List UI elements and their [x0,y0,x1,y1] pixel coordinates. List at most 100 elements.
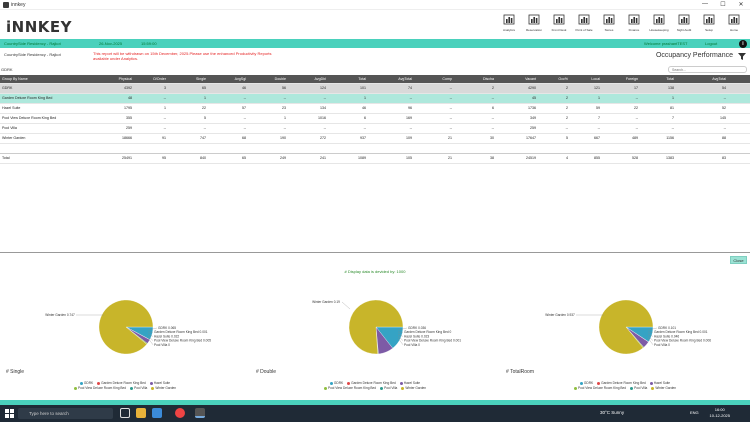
system-clock[interactable]: 16:00 10-12-2025 [710,407,730,419]
column-header[interactable]: Local [570,75,602,84]
table-cell: 937 [328,133,368,144]
minimize-button[interactable]: — [702,1,708,7]
welcome-text: Welcome prashantTEST [644,41,688,46]
mail-icon[interactable] [152,408,162,418]
weather-widget[interactable]: 30°C Sunny [600,410,625,415]
legend-item[interactable]: Garden Deluxe Room King Bed [347,381,396,386]
toolbar-night-audit-button[interactable]: Night Audit [672,13,696,32]
legend-item[interactable]: Hazel Suite [649,381,670,386]
innkey-taskbar-icon[interactable] [195,408,205,418]
slice-label-leader [147,335,154,341]
legend-label: Pool View Deluxe Room King Bed [77,386,127,390]
column-header[interactable]: Total [328,75,368,84]
chrome-icon[interactable] [175,408,185,418]
toolbar-reservation-button[interactable]: Reservation [522,13,546,32]
column-header[interactable]: Group By Name [0,75,100,84]
table-row[interactable]: Pool View Deluxe Room King Bed 355 -- 5 -- 1 1… [0,113,750,124]
table-cell: 101 [328,83,368,94]
pie-slice-winter-garden[interactable] [348,299,404,355]
table-cell: 105 [368,152,414,164]
legend-item[interactable]: Winter Garden [151,386,176,391]
table-cell: 2 [538,83,570,94]
table-cell [100,143,134,153]
table-cell: 91 [134,133,168,144]
legend-item[interactable]: Pool Villa [130,386,147,391]
legend-item[interactable]: Pool Villa [380,386,397,391]
column-header[interactable]: O/Order [134,75,168,84]
column-header[interactable]: Comp [414,75,454,84]
column-header[interactable]: AvgTotal [676,75,728,84]
column-header[interactable]: Single [168,75,208,84]
legend-item[interactable]: Winter Garden [651,386,676,391]
single-chart-title: # Single [6,369,25,375]
table-row[interactable]: Winter Garden 18666 91 747 68 190 272 937 109 21 3… [0,133,750,144]
legend-swatch [79,381,83,385]
single-chart: GDRK 0.065 Garden Deluxe Room King Bed 0.… [0,285,250,393]
legend-item[interactable]: Winter Garden [401,386,426,391]
column-header[interactable]: Vacant [496,75,538,84]
toolbar-finance-button[interactable]: Finance [622,13,646,32]
table-cell: -- [134,113,168,124]
toolbar-setup-button[interactable]: Setup [697,13,721,32]
legend-item[interactable]: GDRK [579,381,593,386]
table-cell [538,143,570,153]
legend-item[interactable]: Hazel Suite [399,381,420,386]
language-indicator[interactable]: ENG [690,410,699,415]
table-cell: -- [288,93,328,104]
legend-item[interactable]: Garden Deluxe Room King Bed [597,381,646,386]
column-header[interactable]: Physical [100,75,134,84]
table-row[interactable]: Pool Villa 259 -- -- -- -- -- -- -- -- -- 259 -- -- --… [0,123,750,134]
table-cell: -- [454,113,496,124]
logout-link[interactable]: Logout [705,41,718,46]
toolbar-home-button[interactable]: Home [722,13,746,32]
toolbar-analytics-button[interactable]: Analytics [497,13,521,32]
table-row[interactable]: Hazel Suite 1795 1 22 57 23 134 46 96 -- 6 1736 2 59 2… [0,103,750,114]
task-view-icon[interactable] [120,408,130,418]
column-header[interactable]: AvgSgl [208,75,248,84]
column-header[interactable]: AvgDbl [288,75,328,84]
close-chart-button[interactable]: Close [730,256,747,264]
legend-swatch [151,386,155,390]
toolbar-front-desk-button[interactable]: Front Desk [547,13,571,32]
pie-slice-winter-garden[interactable] [98,299,154,355]
table-cell: 134 [288,103,328,114]
table-row[interactable]: GDRK 4392 3 65 46 56 124 101 74 -- 2 4290 2 121 17 138 5… [0,83,750,94]
table-cell [208,143,248,153]
table-cell: 2 [538,103,570,114]
table-row[interactable]: Garden Deluxe Room King Bed 48 -- 1 -- -- -- 1-… [0,93,750,104]
legend-item[interactable]: Pool View Deluxe Room King Bed [323,386,376,391]
column-header[interactable]: Double [248,75,288,84]
legend-item[interactable]: GDRK [329,381,343,386]
column-header[interactable]: Revenue [728,75,750,84]
search-input[interactable] [668,66,747,73]
close-window-button[interactable]: ✕ [738,2,744,8]
legend-item[interactable]: Garden Deluxe Room King Bed [97,381,146,386]
pie-slice-winter-garden[interactable] [598,299,654,355]
legend-label: Winter Garden [155,386,177,390]
table-cell: 38 [454,152,496,164]
column-header[interactable]: Discha [454,75,496,84]
splitter[interactable] [0,252,750,253]
table-row[interactable] [0,143,750,153]
column-header[interactable]: Foreign [602,75,640,84]
legend-item[interactable]: Hazel Suite [149,381,170,386]
windows-start-icon[interactable] [5,409,14,418]
column-header[interactable]: Occ% [538,75,570,84]
column-header[interactable]: AvgTotal [368,75,414,84]
info-icon[interactable]: i [739,39,747,48]
legend-item[interactable]: GDRK [79,381,93,386]
filter-icon[interactable] [738,53,746,60]
toolbar-housekeeping-button[interactable]: Housekeeping [647,13,671,32]
total-row[interactable]: Total 25491 95 840 65 249 241 1089 105 21 38 24519 4… [0,152,750,164]
maximize-button[interactable]: ☐ [720,2,726,8]
legend-item[interactable]: Pool Villa [630,386,647,391]
legend-item[interactable]: Pool View Deluxe Room King Bed [573,386,626,391]
taskbar-search[interactable]: Type here to search [18,408,113,419]
column-header[interactable]: Total [640,75,676,84]
file-explorer-icon[interactable] [136,408,146,418]
legend-item[interactable]: Pool View Deluxe Room King Bed [73,386,127,391]
table-cell: 4382 [728,103,750,114]
toolbar-stores-button[interactable]: Stores [597,13,621,32]
reservation-icon [528,13,540,25]
toolbar-point-of-sale-button[interactable]: Point of Sale [572,13,596,32]
